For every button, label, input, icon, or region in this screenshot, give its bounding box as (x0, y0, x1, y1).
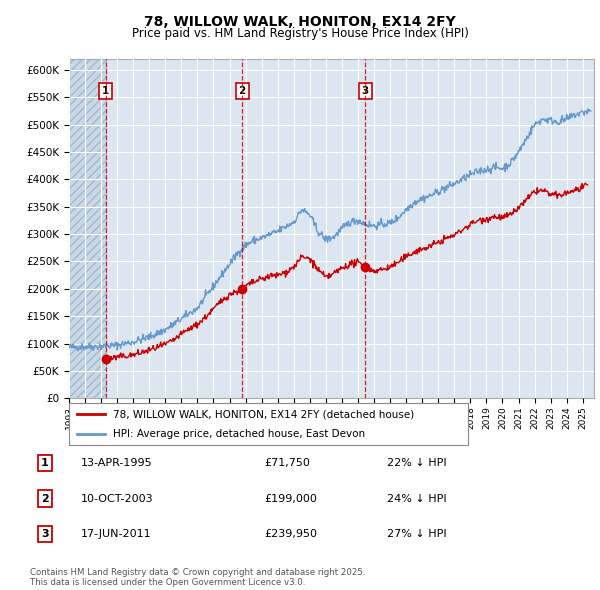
Text: 1: 1 (102, 86, 109, 96)
Text: £239,950: £239,950 (264, 529, 317, 539)
Text: HPI: Average price, detached house, East Devon: HPI: Average price, detached house, East… (113, 429, 365, 439)
Text: 3: 3 (41, 529, 49, 539)
Text: 10-OCT-2003: 10-OCT-2003 (81, 494, 154, 503)
Text: 78, WILLOW WALK, HONITON, EX14 2FY (detached house): 78, WILLOW WALK, HONITON, EX14 2FY (deta… (113, 409, 414, 419)
Text: Price paid vs. HM Land Registry's House Price Index (HPI): Price paid vs. HM Land Registry's House … (131, 27, 469, 40)
Text: 22% ↓ HPI: 22% ↓ HPI (387, 458, 446, 468)
Text: 24% ↓ HPI: 24% ↓ HPI (387, 494, 446, 503)
Text: £199,000: £199,000 (264, 494, 317, 503)
Text: 3: 3 (362, 86, 369, 96)
Text: 13-APR-1995: 13-APR-1995 (81, 458, 152, 468)
Text: 1: 1 (41, 458, 49, 468)
Text: 78, WILLOW WALK, HONITON, EX14 2FY: 78, WILLOW WALK, HONITON, EX14 2FY (144, 15, 456, 29)
Text: £71,750: £71,750 (264, 458, 310, 468)
Text: 2: 2 (238, 86, 245, 96)
Text: Contains HM Land Registry data © Crown copyright and database right 2025.
This d: Contains HM Land Registry data © Crown c… (30, 568, 365, 587)
Text: 17-JUN-2011: 17-JUN-2011 (81, 529, 152, 539)
Text: 2: 2 (41, 494, 49, 503)
Text: 27% ↓ HPI: 27% ↓ HPI (387, 529, 446, 539)
